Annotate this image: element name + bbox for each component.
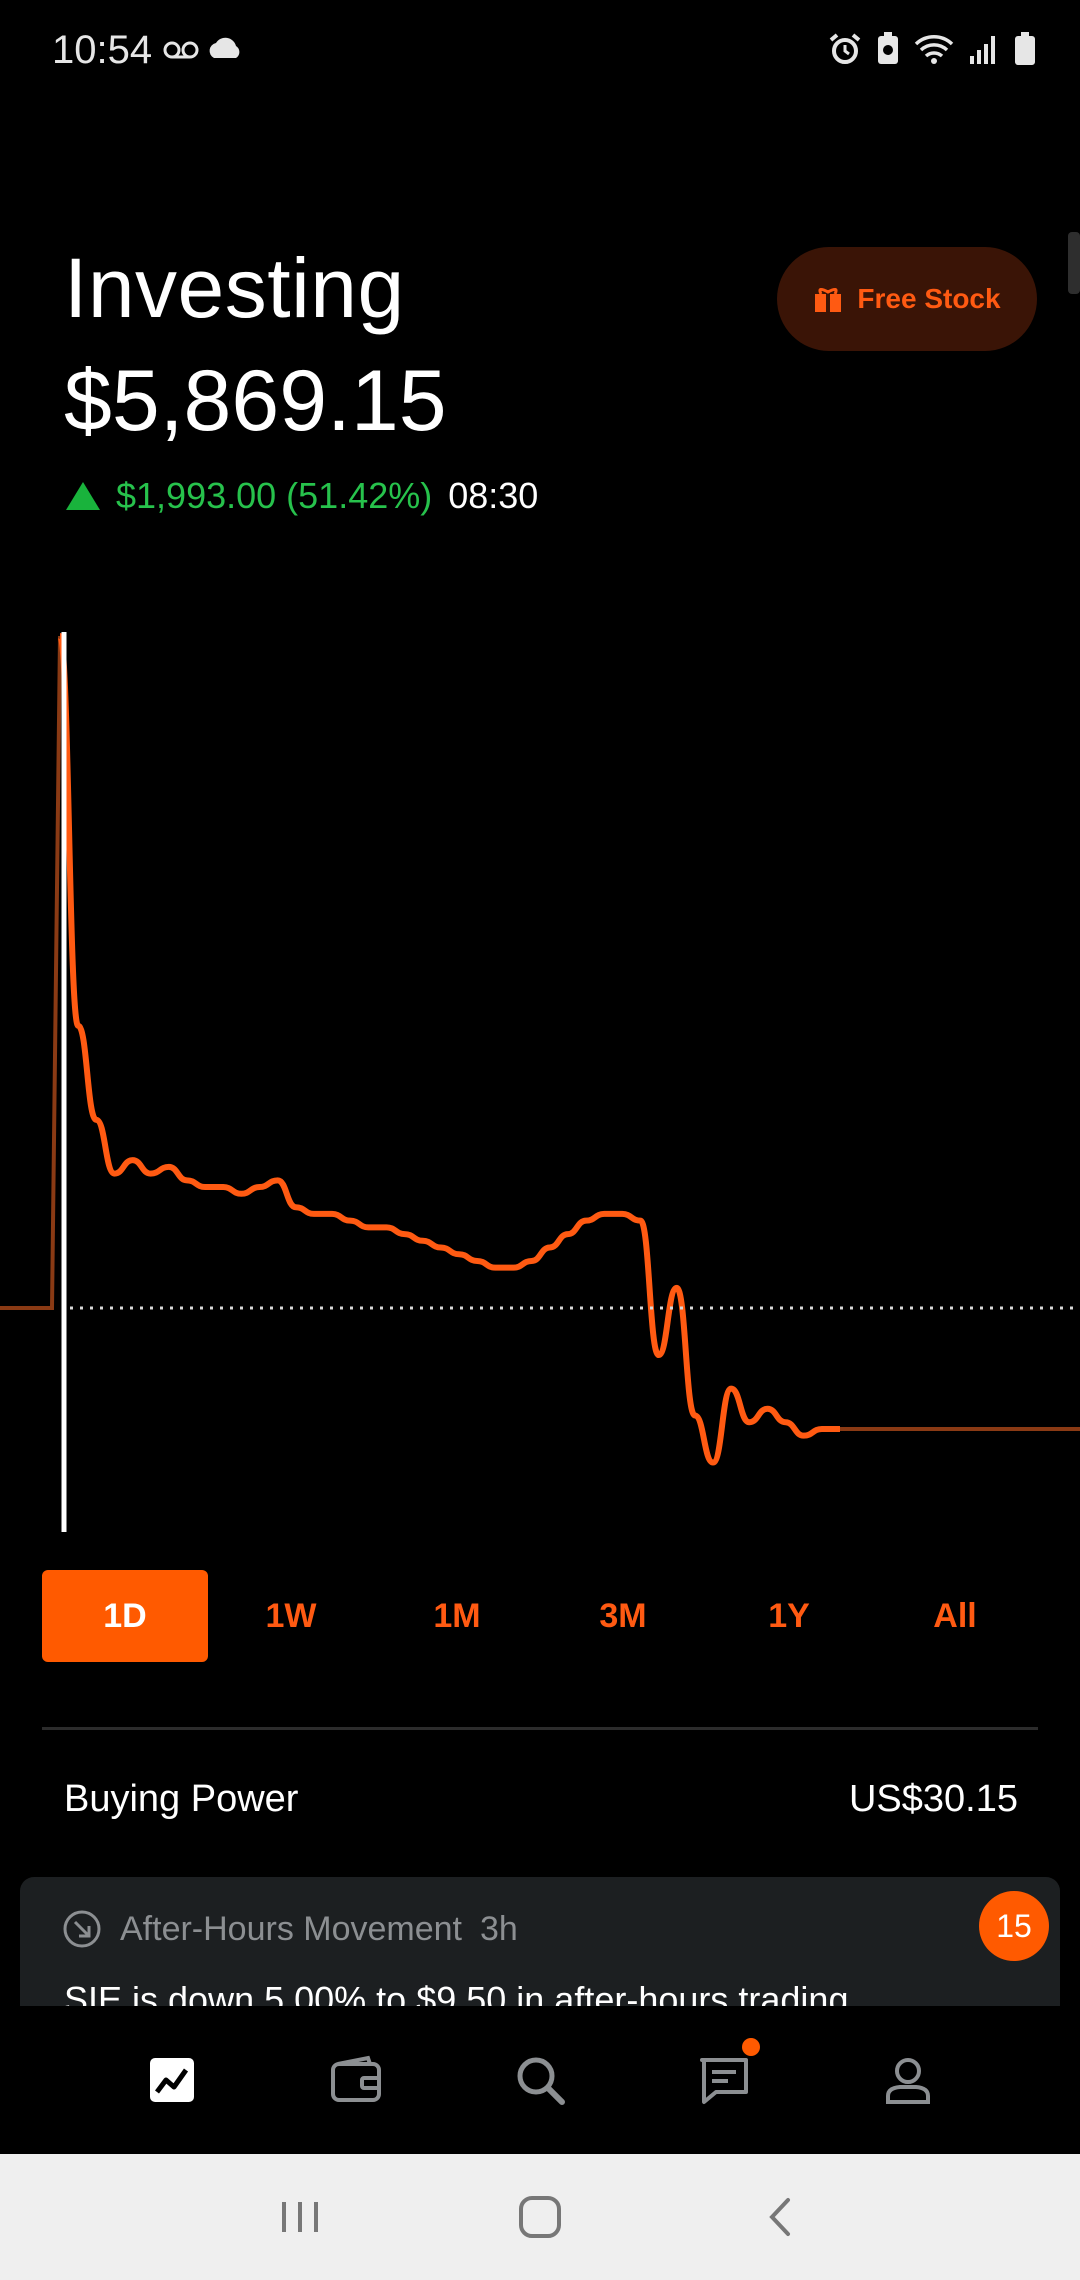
- system-nav: [0, 2154, 1080, 2280]
- range-1d[interactable]: 1D: [42, 1570, 208, 1662]
- cloud-icon: [209, 37, 240, 58]
- chart-pre-market-line: [0, 635, 62, 1310]
- range-selector: 1D 1W 1M 3M 1Y All: [42, 1570, 1038, 1662]
- back-icon[interactable]: [750, 2192, 810, 2242]
- status-time: 10:54: [52, 28, 153, 72]
- alarm-icon: [829, 33, 861, 64]
- voicemail-icon: [163, 41, 199, 59]
- card-age: 3h: [480, 1909, 518, 1948]
- page-title: Investing: [64, 241, 405, 335]
- range-3m[interactable]: 3M: [599, 1596, 647, 1635]
- signal-icon: [970, 36, 995, 64]
- battery-saver-icon: [878, 32, 898, 64]
- scroll-indicator[interactable]: [1068, 232, 1080, 294]
- card-category: After-Hours Movement: [120, 1909, 462, 1948]
- buying-power-value[interactable]: US$30.15: [848, 1778, 1018, 1820]
- account-icon: [886, 2058, 930, 2104]
- status-left-icons: [162, 36, 252, 69]
- range-1w[interactable]: 1W: [265, 1596, 317, 1635]
- card-header: After-Hours Movement 3h: [62, 1909, 518, 1949]
- portfolio-chart[interactable]: [0, 620, 1080, 1540]
- news-card[interactable]: After-Hours Movement 3h SIE is down 5.00…: [20, 1877, 1060, 2007]
- down-right-arrow-icon: [63, 1910, 101, 1948]
- notification-badge: 15: [979, 1891, 1049, 1961]
- range-1m[interactable]: 1M: [433, 1596, 481, 1635]
- battery-icon: [1015, 32, 1035, 65]
- home-icon[interactable]: [510, 2192, 570, 2242]
- portfolio-change: $1,993.00 (51.42%) 08:30: [66, 475, 538, 517]
- portfolio-icon: [150, 2058, 194, 2102]
- recents-icon[interactable]: [270, 2192, 330, 2242]
- status-bar: 10:54: [0, 0, 1080, 100]
- nav-messages[interactable]: [684, 2038, 764, 2120]
- bottom-nav: [0, 2006, 1080, 2154]
- nav-search[interactable]: [500, 2040, 580, 2120]
- gift-icon: [815, 287, 842, 312]
- nav-portfolio[interactable]: [132, 2040, 212, 2120]
- change-amount: $1,993.00 (51.42%): [116, 475, 433, 516]
- messages-unread-dot: [742, 2038, 760, 2056]
- chart-series-line: [57, 633, 840, 1466]
- free-stock-button[interactable]: Free Stock: [777, 247, 1037, 351]
- portfolio-value: $5,869.15: [64, 353, 447, 449]
- wallet-icon: [331, 2055, 381, 2102]
- buying-power-label: Buying Power: [64, 1778, 299, 1820]
- search-icon: [517, 2057, 565, 2105]
- nav-account[interactable]: [868, 2040, 948, 2120]
- card-body: SIE is down 5.00% to $9.50 in after-hour…: [64, 1979, 849, 2007]
- up-arrow-icon: [66, 482, 100, 510]
- change-time: 08:30: [448, 475, 539, 516]
- divider: [42, 1727, 1038, 1730]
- range-1y[interactable]: 1Y: [768, 1596, 810, 1635]
- free-stock-label: Free Stock: [857, 283, 1001, 314]
- nav-wallet[interactable]: [316, 2040, 396, 2120]
- wifi-icon: [914, 35, 954, 64]
- status-right-icons: [828, 32, 1036, 66]
- messages-icon: [700, 2058, 748, 2104]
- range-all[interactable]: All: [933, 1596, 977, 1635]
